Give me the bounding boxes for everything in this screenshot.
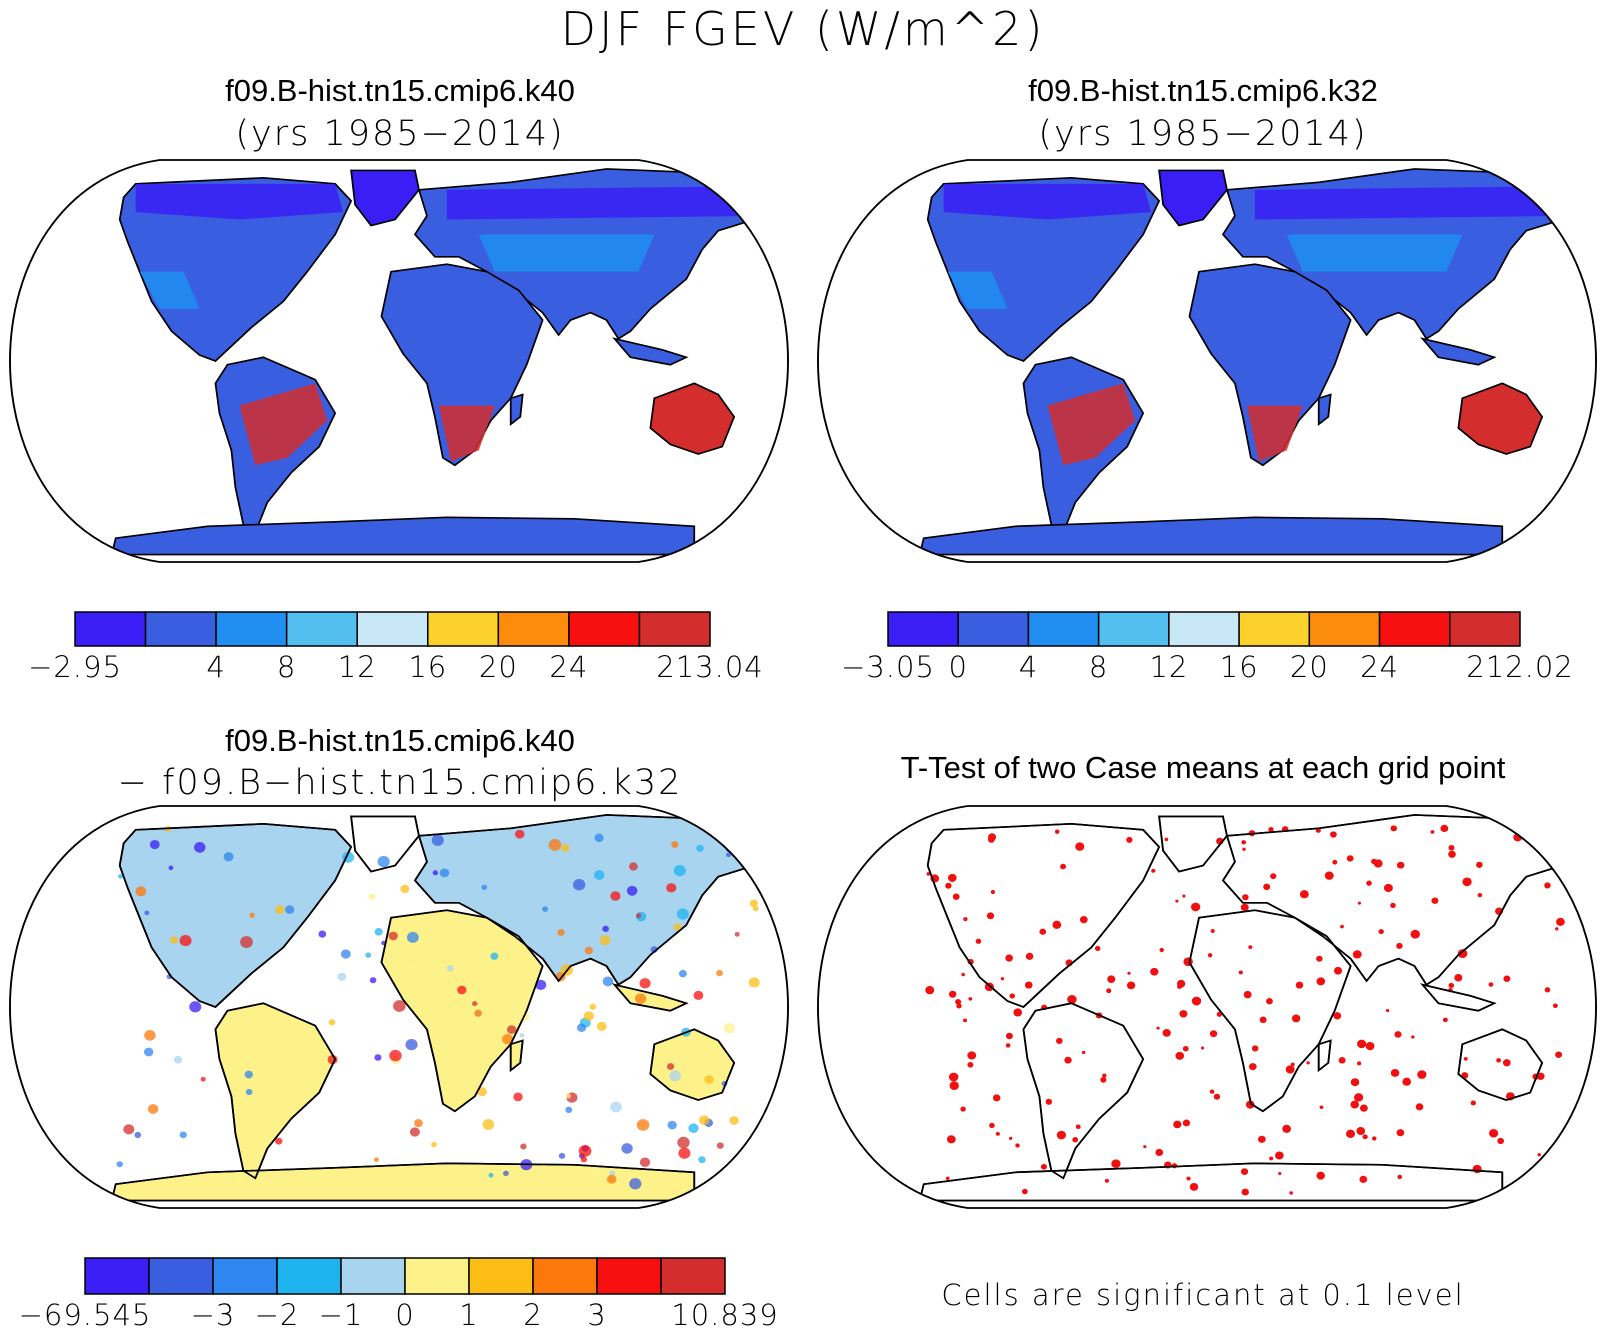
colorbar-tick-label: −2.95 — [28, 650, 122, 684]
panel3-subtitle: − f09.B−hist.tn15.cmip6.k32 — [117, 763, 683, 803]
colorbar-swatch — [638, 611, 711, 647]
panel2-title: f09.B-hist.tn15.cmip6.k32 — [1028, 73, 1378, 108]
colorbar-tick-label: 12 — [337, 650, 377, 684]
map-panel-4 — [817, 805, 1597, 1209]
colorbar-swatch — [427, 611, 500, 647]
colorbar-tick-label: 16 — [408, 650, 448, 684]
map-panel-3 — [9, 805, 789, 1209]
colorbar-tick-label: 8 — [276, 650, 297, 684]
colorbar-tick-label: 0 — [948, 650, 968, 684]
colorbar-swatch — [1449, 611, 1521, 647]
panel4-title: T-Test of two Case means at each grid po… — [900, 750, 1506, 785]
colorbar-swatch — [1308, 611, 1381, 647]
colorbar-3 — [84, 1257, 726, 1295]
colorbar-swatch — [1027, 611, 1100, 647]
colorbar-tick-label: 16 — [1219, 650, 1259, 684]
colorbar-tick-label: 24 — [549, 650, 589, 684]
colorbar-swatch — [1097, 611, 1170, 647]
colorbar-swatch — [957, 611, 1030, 647]
panel2-subtitle: (yrs 1985−2014) — [1038, 114, 1368, 154]
colorbar-swatch — [285, 611, 358, 647]
colorbar-tick-label: 24 — [1360, 650, 1399, 684]
map-panel-1 — [9, 159, 789, 563]
colorbar-swatch — [1378, 611, 1451, 647]
colorbar-swatch — [596, 1257, 662, 1295]
colorbar-tick-label: 4 — [1018, 650, 1039, 684]
colorbar-tick-label: 2 — [523, 1298, 543, 1332]
panel1-title: f09.B-hist.tn15.cmip6.k40 — [225, 73, 575, 108]
map-panel-2 — [817, 159, 1597, 563]
colorbar-swatch — [532, 1257, 598, 1295]
significance-note: Cells are significant at 0.1 level — [941, 1278, 1465, 1312]
colorbar-tick-label: 1 — [459, 1298, 479, 1332]
panel1-subtitle: (yrs 1985−2014) — [235, 114, 565, 154]
colorbar-swatch — [1168, 611, 1240, 647]
colorbar-tick-label: −1 — [318, 1298, 364, 1332]
colorbar-swatch — [74, 611, 147, 647]
colorbar-tick-label: 8 — [1088, 650, 1109, 684]
colorbar-tick-label: 3 — [587, 1298, 607, 1332]
colorbar-swatch — [340, 1257, 406, 1295]
colorbar-tick-label: 12 — [1149, 650, 1189, 684]
figure-title: DJF FGEV (W/m^2) — [560, 2, 1046, 56]
colorbar-1 — [74, 611, 711, 647]
colorbar-swatch — [276, 1257, 342, 1295]
colorbar-swatch — [568, 611, 641, 647]
colorbar-swatch — [212, 1257, 278, 1295]
colorbar-swatch — [660, 1257, 726, 1295]
colorbar-2 — [887, 611, 1521, 647]
colorbar-tick-label: 213.04 — [656, 650, 764, 684]
colorbar-tick-label: −3 — [190, 1298, 236, 1332]
colorbar-swatch — [1238, 611, 1311, 647]
colorbar-tick-label: 212.02 — [1466, 650, 1574, 684]
colorbar-swatch — [887, 611, 959, 647]
panel3-title: f09.B-hist.tn15.cmip6.k40 — [225, 723, 575, 758]
colorbar-swatch — [404, 1257, 470, 1295]
colorbar-tick-label: −2 — [254, 1298, 300, 1332]
colorbar-swatch — [148, 1257, 214, 1295]
colorbar-swatch — [356, 611, 429, 647]
colorbar-tick-label: −3.05 — [841, 650, 935, 684]
colorbar-tick-label: 10.839 — [671, 1298, 779, 1332]
colorbar-swatch — [497, 611, 570, 647]
colorbar-swatch — [84, 1257, 150, 1295]
colorbar-tick-label: 4 — [206, 650, 226, 684]
colorbar-tick-label: 20 — [1289, 650, 1329, 684]
colorbar-tick-label: −69.545 — [18, 1298, 152, 1332]
colorbar-swatch — [144, 611, 217, 647]
colorbar-tick-label: 0 — [395, 1298, 415, 1332]
colorbar-tick-label: 20 — [478, 650, 518, 684]
colorbar-swatch — [468, 1257, 534, 1295]
colorbar-swatch — [215, 611, 288, 647]
